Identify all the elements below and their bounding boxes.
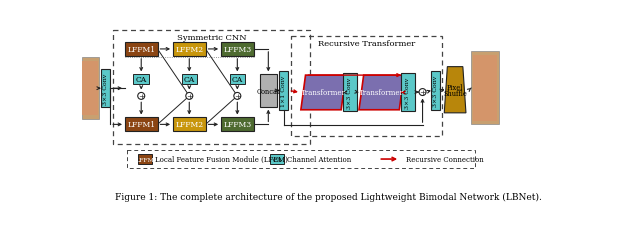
Text: 3×3 Conv: 3×3 Conv [103,73,108,104]
Text: Channel Attention: Channel Attention [287,155,351,163]
Text: CA: CA [232,76,243,84]
Polygon shape [359,76,404,110]
Text: Concat: Concat [257,87,280,95]
Polygon shape [301,76,346,110]
Text: Pixel: Pixel [447,83,463,91]
FancyBboxPatch shape [221,43,253,57]
FancyBboxPatch shape [101,70,110,108]
FancyBboxPatch shape [127,150,476,169]
Text: Recursive Connection: Recursive Connection [406,155,483,163]
Text: Transformer: Transformer [359,89,404,97]
FancyBboxPatch shape [473,56,497,121]
Text: LFFM1: LFFM1 [127,46,156,54]
Text: Figure 1: The complete architecture of the proposed Lightweight Bimodal Network : Figure 1: The complete architecture of t… [115,192,541,201]
FancyBboxPatch shape [221,118,253,132]
Polygon shape [444,67,466,113]
FancyBboxPatch shape [134,75,149,85]
Text: CA: CA [136,76,147,84]
FancyBboxPatch shape [270,155,284,164]
Circle shape [138,93,145,100]
FancyBboxPatch shape [81,58,99,120]
FancyBboxPatch shape [173,43,205,57]
FancyBboxPatch shape [401,74,415,112]
Text: LFFM3: LFFM3 [223,121,252,129]
FancyBboxPatch shape [472,52,499,125]
Text: Symmetric CNN: Symmetric CNN [177,33,246,41]
Text: Local Feature Fusion Module (LFFM): Local Feature Fusion Module (LFFM) [155,155,288,163]
Text: Shuffle: Shuffle [443,90,467,97]
FancyBboxPatch shape [230,75,245,85]
FancyBboxPatch shape [138,155,152,164]
Text: LFFM2: LFFM2 [175,46,204,54]
Text: LFFM2: LFFM2 [175,121,204,129]
FancyBboxPatch shape [182,75,197,85]
Text: Recursive Transformer: Recursive Transformer [317,40,415,48]
FancyBboxPatch shape [260,75,277,107]
Text: +: + [138,93,145,101]
Text: CA: CA [272,157,282,162]
Text: LFFM: LFFM [136,157,155,162]
Text: 3×3 Conv: 3×3 Conv [433,76,438,107]
FancyBboxPatch shape [125,43,157,57]
Text: 1×1 Conv: 1×1 Conv [282,76,286,107]
Text: +: + [234,93,241,101]
Text: LFFM1: LFFM1 [127,121,156,129]
Text: LFFM3: LFFM3 [223,46,252,54]
FancyBboxPatch shape [343,74,356,112]
Text: Transformer: Transformer [301,89,346,97]
Text: 3×3 Conv: 3×3 Conv [347,77,352,108]
FancyBboxPatch shape [173,118,205,132]
FancyBboxPatch shape [83,62,98,116]
Text: 3×3 Conv: 3×3 Conv [405,77,410,108]
FancyBboxPatch shape [279,72,289,110]
FancyBboxPatch shape [125,118,157,132]
Circle shape [186,93,193,100]
FancyBboxPatch shape [431,72,440,110]
Circle shape [419,89,426,96]
Text: +: + [419,89,426,97]
Circle shape [234,93,241,100]
Text: CA: CA [184,76,195,84]
Text: +: + [186,93,193,101]
